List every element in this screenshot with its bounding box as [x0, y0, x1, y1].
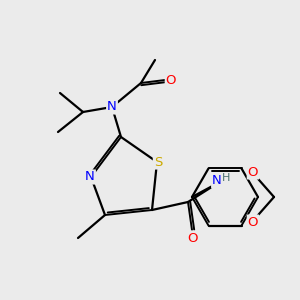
Text: O: O: [248, 166, 258, 178]
Text: O: O: [187, 232, 197, 244]
Text: N: N: [107, 100, 117, 113]
Text: N: N: [212, 175, 222, 188]
Text: N: N: [85, 170, 95, 184]
Text: O: O: [248, 215, 258, 229]
Text: O: O: [166, 74, 176, 86]
Text: H: H: [222, 173, 230, 183]
Text: S: S: [154, 155, 162, 169]
